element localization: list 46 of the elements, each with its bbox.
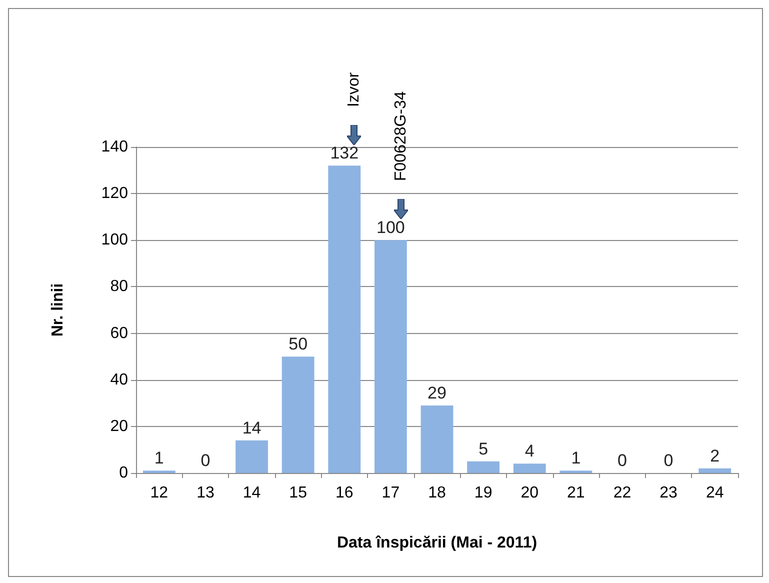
- data-label: 0: [664, 451, 674, 470]
- data-label: 4: [524, 442, 534, 461]
- bar: [328, 166, 361, 473]
- annotation: F00628G-34: [392, 91, 410, 181]
- x-tick-label: 13: [196, 484, 214, 502]
- x-tick-label: 17: [382, 484, 400, 502]
- x-tick-label: 19: [474, 484, 492, 502]
- x-tick-label: 15: [289, 484, 308, 502]
- data-label: 1: [571, 448, 581, 468]
- data-label: 29: [428, 383, 446, 402]
- y-axis-title: Nr. linii: [50, 283, 66, 337]
- y-tick-label: 100: [101, 232, 128, 249]
- text: Izvor: [346, 72, 362, 107]
- data-label: 2: [710, 446, 720, 466]
- y-tick-label: 140: [101, 138, 128, 156]
- x-tick-label: 20: [520, 484, 539, 502]
- bar: [420, 405, 454, 473]
- y-tick-label: 120: [101, 185, 128, 202]
- data-label: 0: [617, 451, 627, 470]
- x-tick-label: 22: [613, 484, 632, 502]
- x-tick-label: 16: [335, 484, 354, 502]
- bar: [374, 240, 407, 473]
- y-tick-label: 80: [110, 278, 128, 296]
- x-tick-label: 18: [428, 484, 446, 502]
- x-tick-label: 23: [660, 484, 678, 502]
- x-tick-label: 21: [567, 484, 585, 502]
- bar: [513, 464, 546, 473]
- x-tick-label: 12: [150, 484, 168, 502]
- bar: [282, 356, 314, 473]
- x-tick-label: 24: [706, 484, 724, 502]
- y-tick-label: 60: [110, 324, 128, 342]
- bar: [698, 468, 732, 473]
- data-label: 14: [242, 418, 262, 438]
- data-label: 132: [330, 144, 359, 163]
- x-tick-label: 14: [242, 484, 261, 502]
- y-tick-label: 0: [119, 464, 128, 482]
- data-label: 0: [200, 451, 210, 470]
- data-label: 5: [478, 439, 488, 458]
- x-axis-title: Data înspicării (Mai - 2011): [336, 534, 538, 552]
- bar: [236, 440, 268, 473]
- bar: [467, 461, 500, 473]
- data-label: 1: [154, 448, 164, 468]
- data-label: 100: [376, 218, 405, 238]
- y-tick-label: 40: [110, 371, 128, 388]
- y-tick-label: 20: [110, 418, 128, 435]
- data-label: 50: [288, 334, 308, 354]
